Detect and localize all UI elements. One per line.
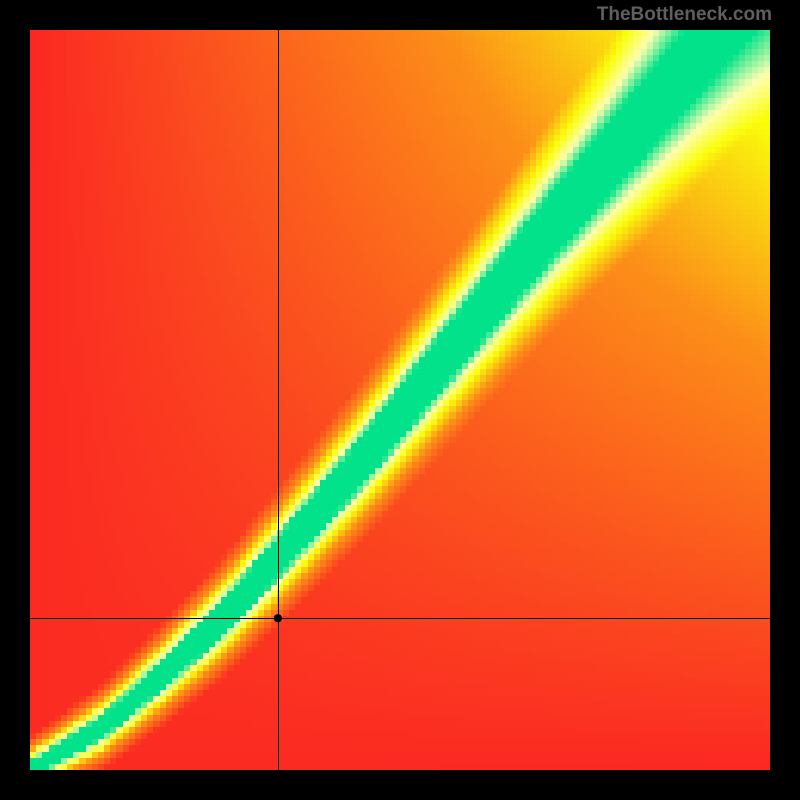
bottleneck-heatmap: TheBottleneck.com	[0, 0, 800, 800]
attribution-label: TheBottleneck.com	[597, 4, 772, 26]
heatmap-canvas	[0, 0, 800, 800]
